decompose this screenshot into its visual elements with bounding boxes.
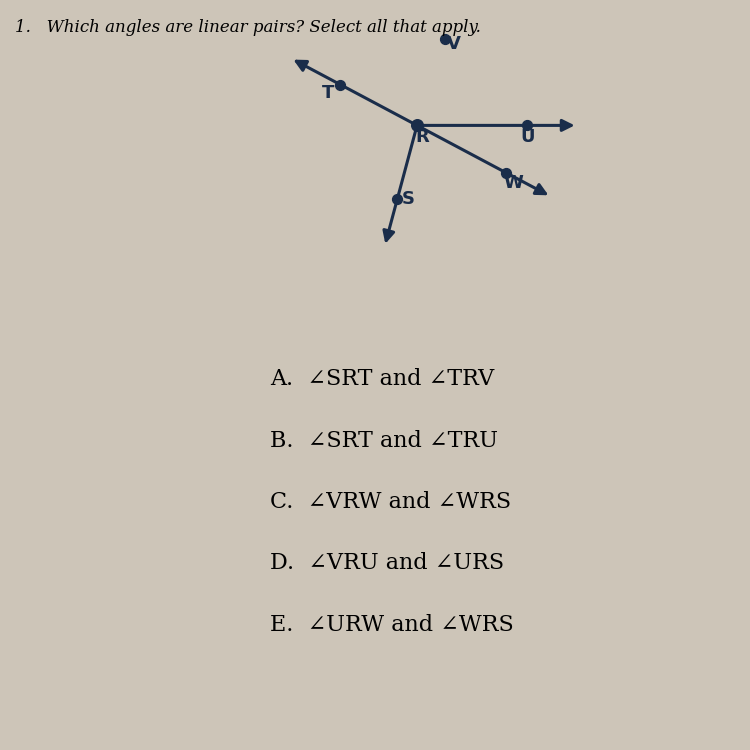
Text: A.  ∠SRT and ∠TRV: A. ∠SRT and ∠TRV	[270, 368, 494, 391]
Text: W: W	[503, 175, 524, 193]
Text: B.  ∠SRT and ∠TRU: B. ∠SRT and ∠TRU	[270, 430, 498, 451]
Point	[334, 79, 346, 91]
Text: V: V	[447, 35, 461, 53]
Point	[521, 119, 533, 131]
Text: U: U	[520, 128, 535, 146]
Point	[500, 167, 512, 179]
Point	[411, 119, 423, 131]
Text: R: R	[416, 128, 429, 146]
Text: D.  ∠VRU and ∠URS: D. ∠VRU and ∠URS	[270, 552, 504, 574]
Point	[392, 193, 404, 205]
Text: T: T	[322, 84, 334, 102]
Point	[440, 33, 452, 45]
Text: E.  ∠URW and ∠WRS: E. ∠URW and ∠WRS	[270, 614, 514, 635]
Text: C.  ∠VRW and ∠WRS: C. ∠VRW and ∠WRS	[270, 491, 511, 513]
Text: 1.   Which angles are linear pairs? Select all that apply.: 1. Which angles are linear pairs? Select…	[15, 19, 481, 36]
Text: S: S	[401, 190, 414, 208]
